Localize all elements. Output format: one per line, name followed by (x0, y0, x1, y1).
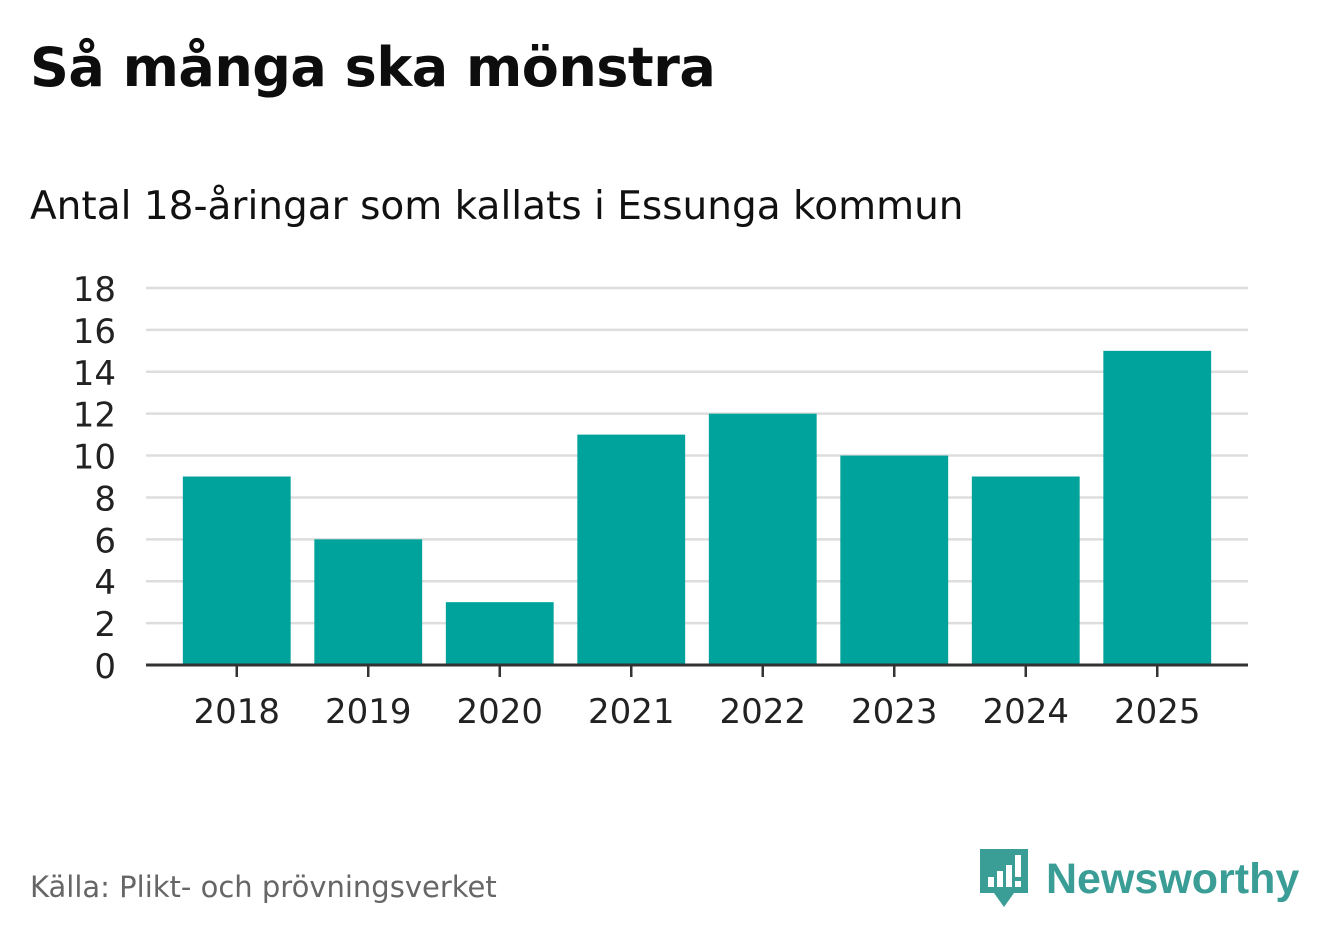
chart-title: Så många ska mönstra (30, 36, 716, 99)
y-tick-label: 12 (73, 396, 116, 436)
x-tick-label: 2025 (1114, 692, 1201, 732)
source-note: Källa: Plikt- och prövningsverket (30, 870, 497, 904)
bar (840, 455, 949, 665)
bar (1103, 350, 1212, 665)
bar (445, 602, 554, 665)
bar (182, 476, 291, 665)
x-tick-label: 2021 (588, 692, 675, 732)
x-tick-label: 2024 (982, 692, 1069, 732)
y-tick-label: 6 (94, 521, 116, 561)
bar (577, 434, 686, 665)
x-tick-label: 2019 (325, 692, 412, 732)
newsworthy-logo-icon (980, 849, 1028, 907)
y-tick-label: 14 (73, 354, 116, 394)
bar (708, 413, 817, 665)
brand-logo[interactable]: Newsworthy (980, 849, 1299, 909)
x-tick-label: 2023 (851, 692, 938, 732)
chart-subtitle: Antal 18-åringar som kallats i Essunga k… (30, 184, 964, 229)
y-tick-label: 8 (94, 479, 116, 519)
x-tick-label: 2018 (193, 692, 280, 732)
y-tick-label: 18 (73, 270, 116, 310)
bar (971, 476, 1080, 665)
y-tick-label: 4 (94, 563, 116, 603)
brand-name: Newsworthy (1046, 854, 1300, 903)
y-tick-label: 2 (94, 605, 116, 645)
y-tick-label: 10 (73, 438, 116, 478)
x-tick-label: 2022 (719, 692, 806, 732)
y-tick-label: 0 (94, 647, 116, 687)
y-tick-label: 16 (73, 312, 116, 352)
bar (314, 539, 423, 665)
x-tick-label: 2020 (456, 692, 543, 732)
